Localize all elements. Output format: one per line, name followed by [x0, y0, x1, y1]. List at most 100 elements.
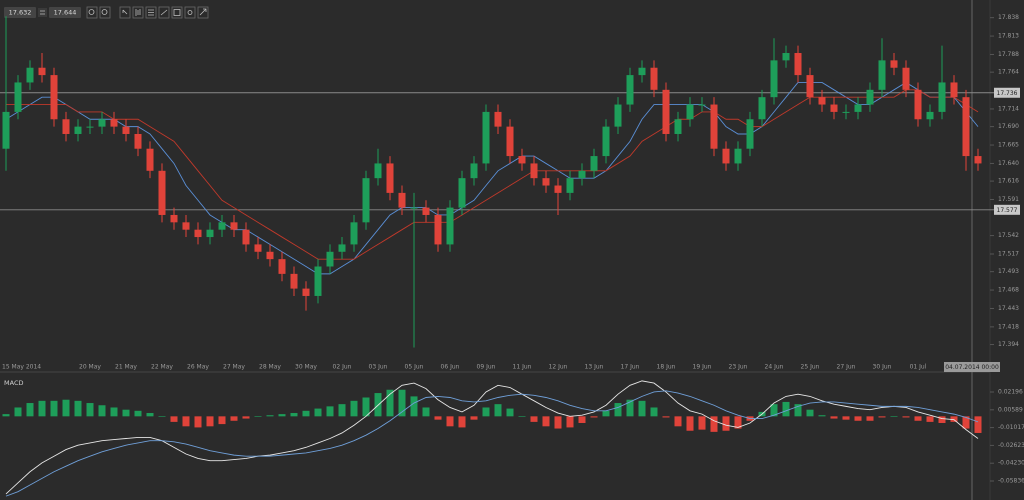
- hline-label-box: [994, 87, 1020, 98]
- candle-body: [38, 67, 46, 76]
- candle-body: [602, 126, 610, 157]
- candle-body: [146, 148, 154, 171]
- candle-body: [410, 207, 418, 209]
- candle-body: [302, 288, 310, 296]
- macd-histogram-bar: [638, 400, 646, 417]
- candle-body: [866, 89, 874, 105]
- macd-histogram-bar: [2, 414, 10, 417]
- macd-histogram-bar: [254, 416, 262, 417]
- macd-histogram-bar: [470, 416, 478, 420]
- candle-body: [974, 156, 982, 164]
- y-tick-label: 17.764: [998, 69, 1019, 76]
- x-tick-label: 05 Jun: [405, 364, 424, 371]
- toolbar: 17.632 17.644: [4, 6, 209, 19]
- candle-body: [806, 75, 814, 98]
- candle-body: [170, 214, 178, 223]
- candle-body: [374, 163, 382, 179]
- candle-body: [530, 163, 538, 179]
- swap-icon[interactable]: [38, 8, 47, 17]
- candle-body: [626, 75, 634, 105]
- candle-body: [566, 178, 574, 193]
- x-tick-label: 22 May: [151, 364, 173, 371]
- macd-histogram-bar: [218, 416, 226, 425]
- macd-histogram-bar: [158, 416, 166, 417]
- y-tick-label: -0.01017: [998, 424, 1024, 431]
- moving-average: [6, 89, 979, 260]
- x-tick-label: 21 May: [115, 364, 137, 371]
- candle-body: [434, 214, 442, 245]
- macd-histogram-bar: [722, 416, 730, 431]
- macd-histogram-bar: [866, 416, 874, 421]
- macd-histogram-bar: [962, 416, 970, 429]
- candle-body: [614, 104, 622, 127]
- macd-histogram-bar: [362, 397, 370, 417]
- macd-histogram-bar: [74, 400, 82, 417]
- macd-histogram-bar: [650, 407, 658, 417]
- moving-average: [5, 81, 979, 275]
- macd-line: [5, 380, 979, 495]
- x-tick-label: 12 Jun: [549, 364, 568, 371]
- template-icon: [173, 9, 181, 16]
- candle-body: [854, 104, 862, 112]
- macd-histogram-bar: [494, 404, 502, 417]
- candle-body: [194, 229, 202, 238]
- indicators-icon: [148, 9, 154, 16]
- candle-body: [890, 60, 898, 68]
- zoom-out-icon: [101, 9, 108, 15]
- zoom-out-button[interactable]: [99, 6, 111, 19]
- candle-body: [398, 192, 406, 208]
- candle-body: [938, 82, 946, 112]
- crosshair-label: 04.07.2014 00:00: [945, 364, 999, 371]
- bid-badge[interactable]: [4, 7, 36, 18]
- candle-body: [122, 126, 130, 134]
- macd-histogram-bar: [842, 416, 850, 420]
- candle-body: [842, 111, 850, 113]
- x-tick-label: 18 Jun: [657, 364, 676, 371]
- plot-area: 17.838 17.813 17.788 17.764 17.714 17.690 17.6…: [0, 14, 1024, 497]
- candle-body: [494, 111, 502, 127]
- macd-histogram-bar: [26, 403, 34, 417]
- x-tick-label: 25 Jun: [801, 364, 820, 371]
- x-tick-label: 17 Jun: [621, 364, 640, 371]
- y-tick-label: 17.468: [998, 287, 1019, 294]
- macd-histogram-bar: [278, 414, 286, 417]
- candle-body: [638, 67, 646, 76]
- candle-body: [758, 97, 766, 120]
- macd-histogram-bar: [422, 407, 430, 417]
- macd-histogram-bar: [602, 410, 610, 417]
- macd-histogram-bar: [530, 416, 538, 422]
- macd-histogram-bar: [554, 416, 562, 429]
- candle-body: [722, 148, 730, 164]
- screenshot-button[interactable]: [184, 6, 196, 19]
- candle-body: [242, 229, 250, 245]
- y-tick-label: 17.542: [998, 232, 1019, 239]
- macd-histogram-bar: [398, 389, 406, 417]
- candle-body: [734, 148, 742, 164]
- ask-badge[interactable]: [49, 7, 81, 18]
- macd-histogram-bar: [626, 399, 634, 417]
- y-tick-label: 17.813: [998, 33, 1019, 40]
- macd-histogram-bar: [170, 416, 178, 422]
- zoom-in-button[interactable]: [86, 6, 98, 19]
- candle-body: [662, 89, 670, 134]
- y-tick-label: 17.690: [998, 123, 1019, 130]
- x-tick-label: 27 May: [223, 364, 245, 371]
- x-tick-label: 28 May: [259, 364, 281, 371]
- macd-histogram-bar: [818, 415, 826, 417]
- y-tick-label: 17.394: [998, 341, 1019, 348]
- macd-histogram-bar: [974, 416, 982, 433]
- candle-body: [950, 82, 958, 98]
- macd-histogram-bar: [410, 396, 418, 417]
- macd-histogram-bar: [878, 416, 886, 418]
- candle-body: [206, 229, 214, 238]
- x-tick-label: 24 Jun: [765, 364, 784, 371]
- candle-body: [218, 222, 226, 230]
- template-button[interactable]: [171, 6, 183, 19]
- y-tick-label: -0.04230: [998, 460, 1024, 467]
- crosshair-label-box: [944, 362, 1000, 372]
- x-tick-label: 11 Jun: [513, 364, 532, 371]
- macd-histogram-bar: [182, 416, 190, 427]
- hline-label-box: [994, 204, 1020, 215]
- macd-histogram-bar: [674, 416, 682, 427]
- candle-body: [2, 111, 10, 149]
